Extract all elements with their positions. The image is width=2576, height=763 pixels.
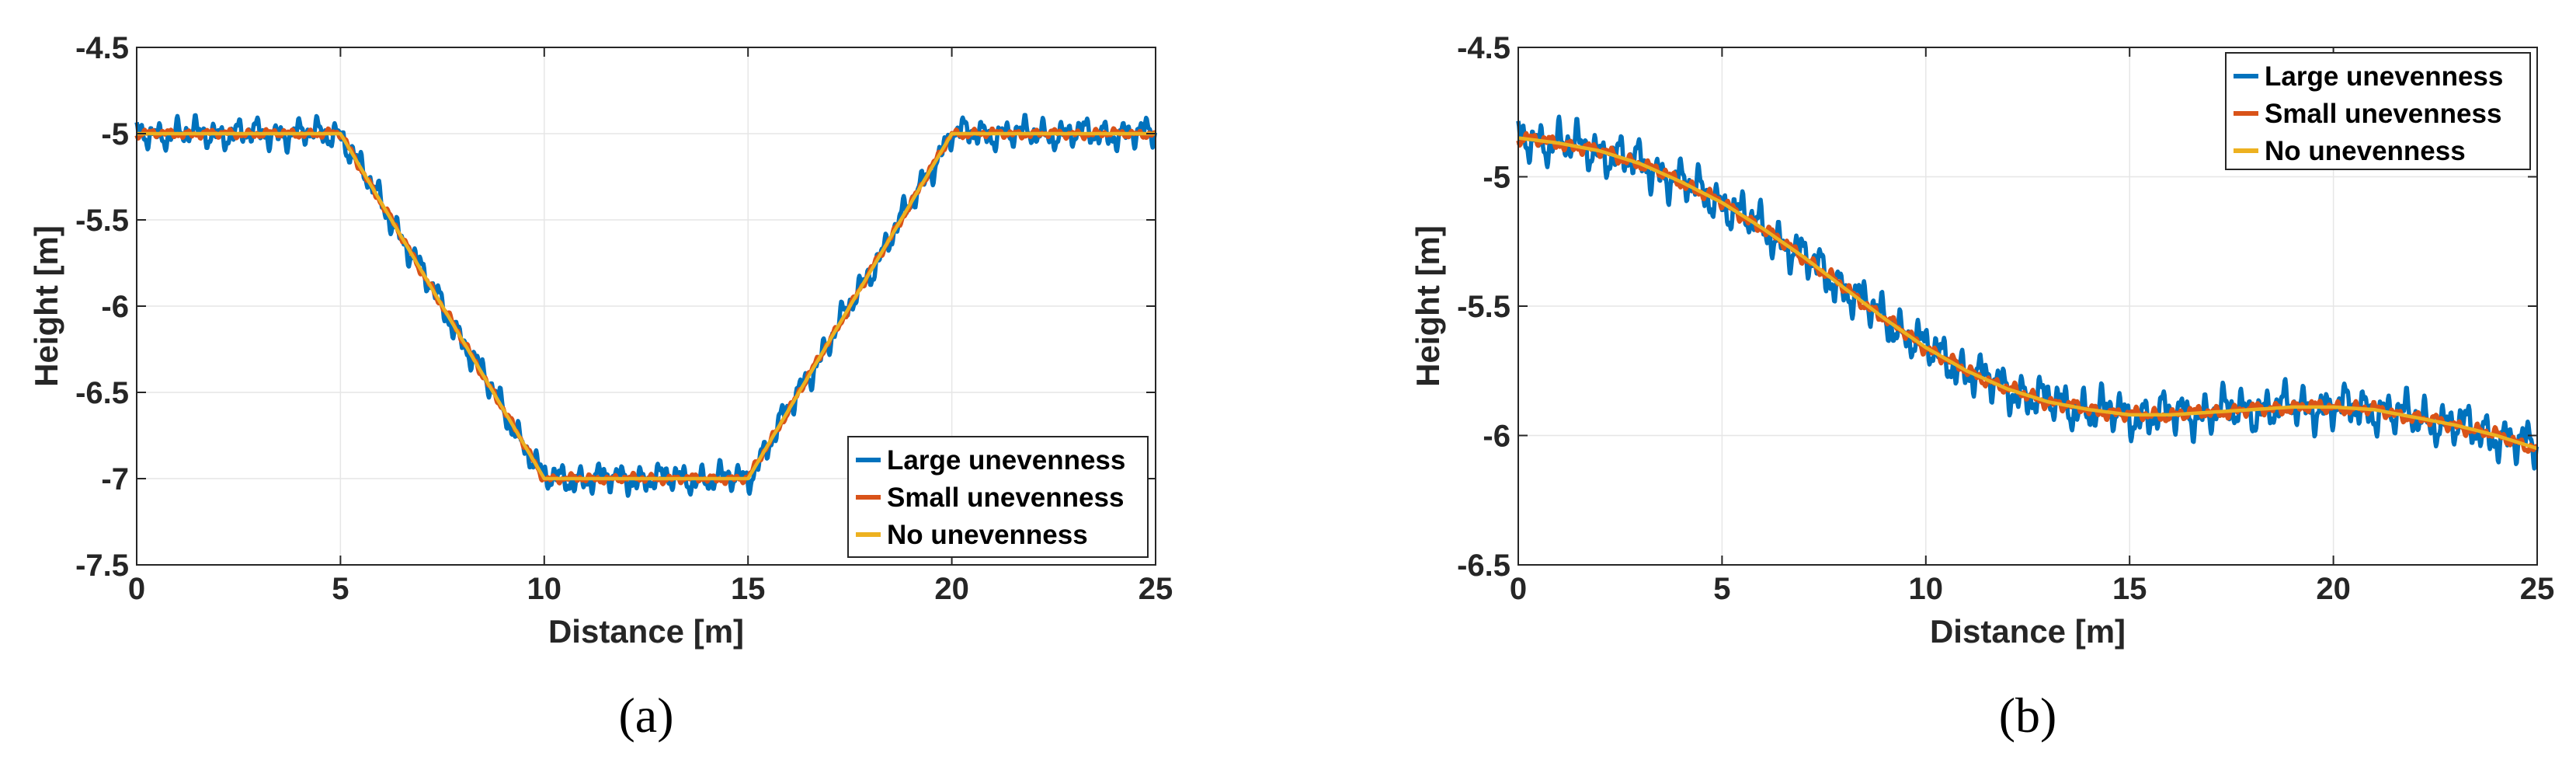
- legend-label: Large unevenness: [887, 445, 1125, 476]
- y-tick-label: -5.5: [75, 204, 129, 238]
- y-tick-label: -6.5: [75, 376, 129, 410]
- legend-label: Small unevenness: [887, 483, 1124, 513]
- legend-label: Large unevenness: [2265, 61, 2503, 92]
- x-tick-label: 0: [128, 572, 145, 606]
- chart-panel-a: 0 5 10 15 20 25 -7.5 -7 -6.5 -6 -5.5 -5 -4.5 Distance…: [28, 31, 1173, 743]
- x-tick-label: 15: [2112, 572, 2147, 606]
- x-tick-label: 20: [2316, 572, 2351, 606]
- x-tick-label: 5: [1713, 572, 1730, 606]
- y-tick-label: -4.5: [75, 31, 129, 65]
- x-tick-label: 25: [1139, 572, 1173, 606]
- y-tick-label: -5: [101, 117, 129, 152]
- y-tick-label: -4.5: [1457, 31, 1510, 65]
- series-line-no-unevenness: [135, 131, 1157, 481]
- chart-panel-b: 0 5 10 15 20 25 -6.5 -6 -5.5 -5 -4.5 Distance [m] He…: [1410, 31, 2554, 743]
- legend-box: [2225, 52, 2531, 170]
- x-tick-label: 15: [731, 572, 766, 606]
- x-tick-label: 5: [332, 572, 349, 606]
- y-tick-label: -7.5: [75, 549, 129, 583]
- legend-label: No unevenness: [887, 520, 1088, 550]
- x-axis-title: Distance [m]: [1930, 613, 2126, 650]
- x-tick-label: 20: [934, 572, 969, 606]
- y-tick-label: -5.5: [1457, 290, 1510, 324]
- x-tick-label: 25: [2520, 572, 2555, 606]
- x-tick-label: 0: [1510, 572, 1527, 606]
- y-tick-label: -7: [101, 462, 129, 496]
- y-axis-title: Height [m]: [1410, 225, 1446, 387]
- legend-label: Small unevenness: [2265, 99, 2501, 129]
- x-tick-label: 10: [527, 572, 562, 606]
- legend-box: [847, 436, 1149, 558]
- y-tick-label: -6: [101, 290, 129, 324]
- x-tick-label: 10: [1909, 572, 1944, 606]
- x-axis-title: Distance [m]: [548, 613, 744, 650]
- series-line-no-unevenness: [1517, 136, 2539, 451]
- y-tick-label: -6.5: [1457, 549, 1510, 583]
- legend-label: No unevenness: [2265, 136, 2466, 166]
- y-axis-title: Height [m]: [28, 225, 64, 387]
- panel-caption: (a): [618, 688, 673, 743]
- panel-caption: (b): [1999, 688, 2057, 743]
- y-tick-label: -5: [1483, 161, 1510, 195]
- y-tick-label: -6: [1483, 420, 1510, 454]
